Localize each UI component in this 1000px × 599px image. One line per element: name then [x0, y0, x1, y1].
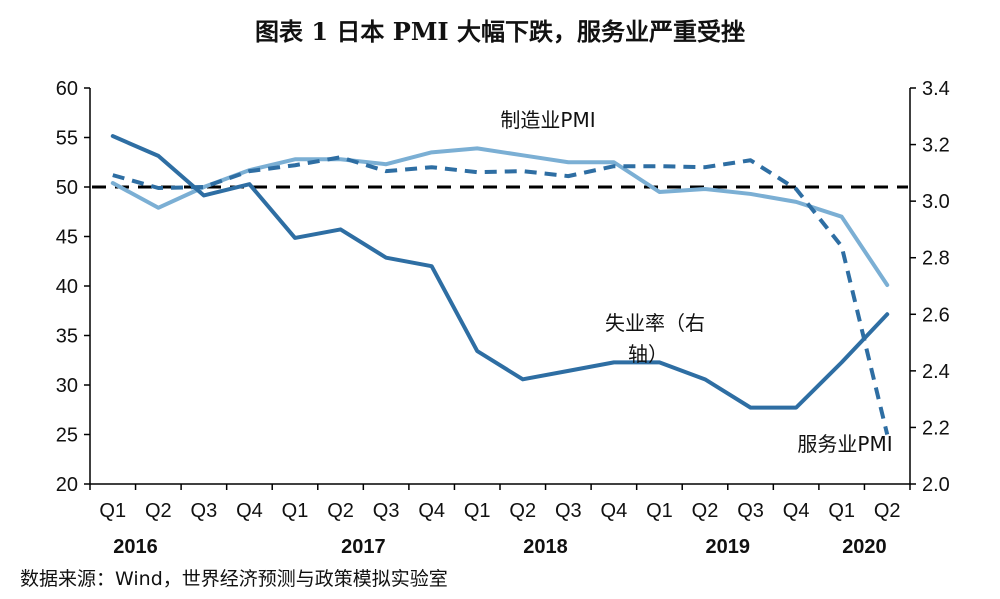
right-tick-label: 2.8 [922, 248, 950, 270]
left-tick-label: 30 [56, 375, 78, 397]
right-tick-label: 2.4 [922, 361, 950, 383]
annotation-services: 服务业PMI [797, 432, 892, 456]
year-label: 2020 [842, 536, 887, 558]
annotation-unemployment-line1: 失业率（右 [605, 311, 705, 335]
x-tick-label: Q1 [282, 500, 309, 522]
x-tick-label: Q3 [737, 500, 764, 522]
left-tick-label: 20 [56, 474, 78, 496]
x-tick-label: Q2 [874, 500, 901, 522]
left-tick-label: 25 [56, 425, 78, 447]
series-line-0 [110, 146, 890, 288]
right-tick-label: 3.2 [922, 135, 950, 157]
left-tick-label: 40 [56, 276, 78, 298]
series-line-2 [110, 134, 890, 410]
year-label: 2019 [706, 536, 751, 558]
annotation-manufacturing: 制造业PMI [500, 108, 595, 132]
left-tick-label: 50 [56, 177, 78, 199]
x-tick-label: Q2 [327, 500, 354, 522]
left-tick-label: 35 [56, 326, 78, 348]
x-tick-label: Q4 [418, 500, 445, 522]
series-group [110, 134, 890, 435]
right-tick-label: 3.4 [922, 78, 950, 100]
chart-title: 图表 1 日本 PMI 大幅下跌，服务业严重受挫 [255, 17, 745, 46]
x-axis-years: 2016 2017 2018 2019 2020 [113, 536, 886, 558]
x-tick-label: Q4 [783, 500, 810, 522]
left-tick-label: 55 [56, 128, 78, 150]
source-note: 数据来源：Wind，世界经济预测与政策模拟实验室 [20, 568, 448, 590]
x-tick-label: Q3 [191, 500, 218, 522]
year-label: 2016 [113, 536, 158, 558]
annotation-unemployment-line2: 轴） [628, 342, 668, 366]
x-tick-label: Q3 [555, 500, 582, 522]
x-tick-label: Q1 [99, 500, 126, 522]
left-tick-label: 45 [56, 227, 78, 249]
right-tick-label: 2.6 [922, 304, 950, 326]
x-tick-label: Q1 [464, 500, 491, 522]
x-axis-ticks: Q1 Q2 Q3 Q4 Q1 Q2 Q3 Q4 Q1 Q2 Q3 Q4 Q1 Q2 Q3 Q4 Q1 Q2 [89, 484, 911, 522]
year-label: 2018 [523, 536, 568, 558]
right-axis-ticks: 2.0 2.2 2.4 2.6 2.8 3.0 3.2 3.4 [910, 78, 950, 496]
x-tick-label: Q1 [646, 500, 673, 522]
axes [89, 88, 911, 485]
left-axis-ticks: 20 25 30 35 40 45 50 55 60 [56, 78, 90, 496]
x-tick-label: Q4 [601, 500, 628, 522]
x-tick-label: Q2 [145, 500, 172, 522]
x-tick-label: Q2 [509, 500, 536, 522]
year-label: 2017 [341, 536, 386, 558]
right-tick-label: 3.0 [922, 191, 950, 213]
right-tick-label: 2.2 [922, 417, 950, 439]
x-tick-label: Q1 [828, 500, 855, 522]
left-tick-label: 60 [56, 78, 78, 100]
x-tick-label: Q4 [236, 500, 263, 522]
right-tick-label: 2.0 [922, 474, 950, 496]
x-tick-label: Q2 [692, 500, 719, 522]
x-tick-label: Q3 [373, 500, 400, 522]
